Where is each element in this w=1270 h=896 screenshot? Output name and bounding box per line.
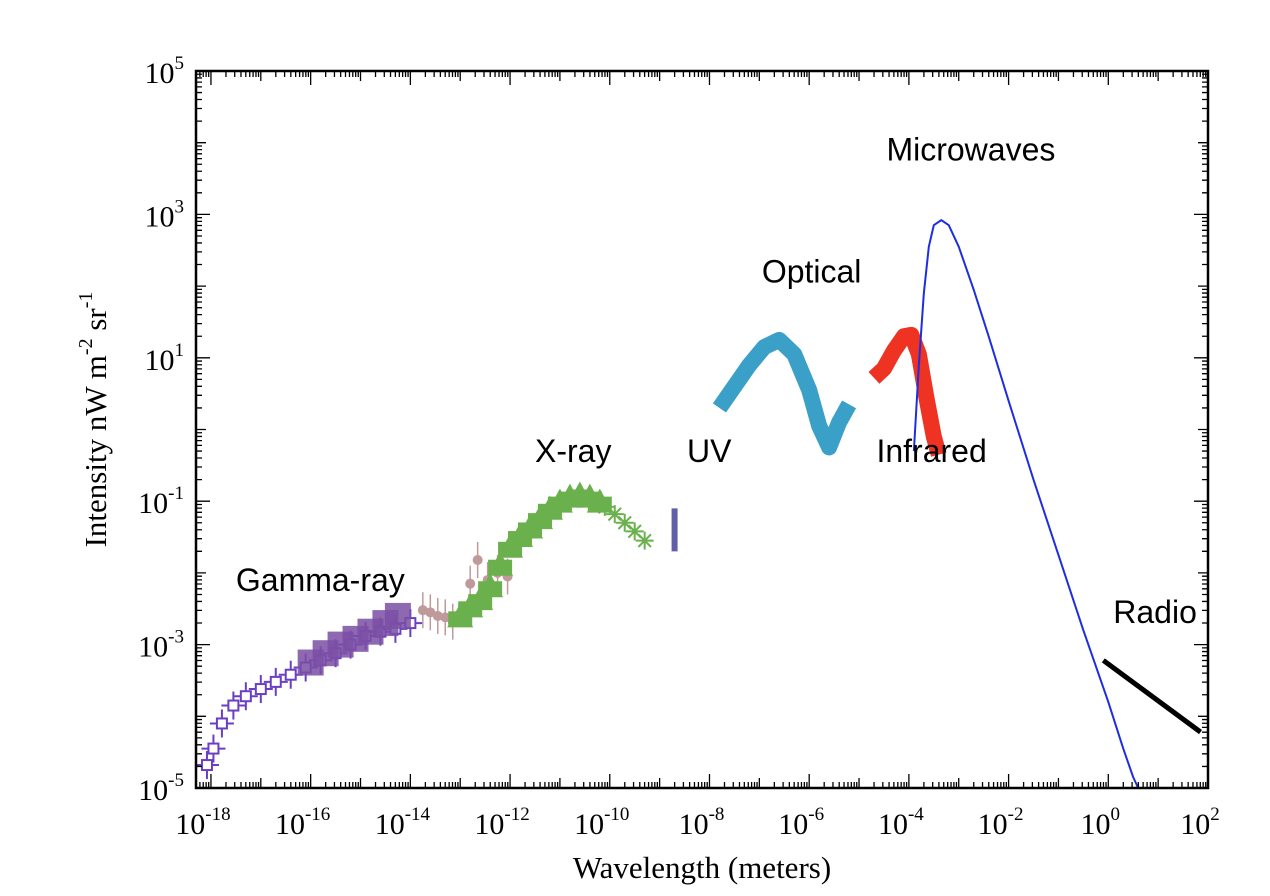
data-point [595,497,614,516]
x-tick-label: 100 [1081,804,1121,841]
series-microwaves-cmb-blackbody- [912,219,1140,789]
data-point [384,602,411,629]
data-point [269,675,282,688]
x-tick-label: 10-6 [778,804,824,841]
band-label-gamma-ray: Gamma-ray [236,562,405,598]
data-point [207,742,220,755]
series-optical [712,331,857,456]
data-point [239,690,252,703]
series-x-ray-asterisks- [585,492,654,550]
band-line [868,326,947,457]
x-tick-label: 10-14 [375,804,431,841]
data-point [605,505,624,524]
data-point [432,610,443,621]
x-tick-label: 10-8 [679,804,725,841]
series-line [1101,658,1203,735]
data-point [215,717,228,730]
x-tick-label: 10-18 [175,804,230,841]
data-point [625,522,644,541]
data-point-fill [468,594,493,609]
series-x-ray-filled-triangles- [447,481,613,628]
data-point [472,554,483,565]
series-line [912,219,1140,789]
plot-frame [194,69,1210,790]
y-tick-label: 10-5 [138,770,184,807]
x-tick-label: 10-16 [275,804,330,841]
data-point [585,492,604,511]
data-point [465,578,476,589]
axis-ticks [196,71,1208,789]
series-gamma-ray-filled-squares- [297,602,411,676]
data-point [615,513,634,532]
band-label-uv: UV [687,433,732,469]
data-point [227,699,240,712]
band-annotations: Gamma-ray X-ray UV Optical Microwaves Infrare… [236,132,1197,630]
x-axis-title: Wavelength (meters) [573,850,831,885]
tick-marks [196,71,1208,789]
data-point [425,607,436,618]
x-tick-label: 10-12 [474,804,529,841]
series-infrared [868,326,947,457]
data-point [254,683,267,696]
data-point [635,531,654,550]
x-tick-labels: 10-18 10-16 10-14 10-12 10-10 10-8 10-6 10-4 10-… [175,804,1219,841]
x-tick-label: 10-4 [878,804,924,841]
x-tick-label: 10-10 [574,804,629,841]
band-label-optical: Optical [762,254,862,290]
data-point [440,612,451,623]
band-label-radio: Radio [1113,594,1197,630]
data-point [200,759,213,772]
x-tick-label: 10-2 [978,804,1024,841]
y-tick-labels: 10-5 10-3 10-1 101 103 105 [138,53,184,807]
band-label-microwaves: Microwaves [886,132,1055,168]
band-line [712,331,857,456]
band-label-infrared: Infrared [876,433,986,469]
data-point [284,668,297,681]
y-axis-title: Intensity nW m-2 sr-1 [75,292,113,548]
y-tick-label: 103 [145,196,185,233]
band-label-x-ray: X-ray [535,433,611,469]
y-tick-label: 10-3 [138,627,184,664]
data-point-fill [488,559,513,574]
plot-series [194,219,1203,789]
y-tick-label: 101 [145,340,185,377]
series-radio [1101,658,1203,735]
y-tick-label: 10-1 [138,483,184,520]
x-tick-label: 102 [1180,804,1220,841]
y-tick-label: 105 [145,53,185,90]
data-point-fill [478,581,503,596]
